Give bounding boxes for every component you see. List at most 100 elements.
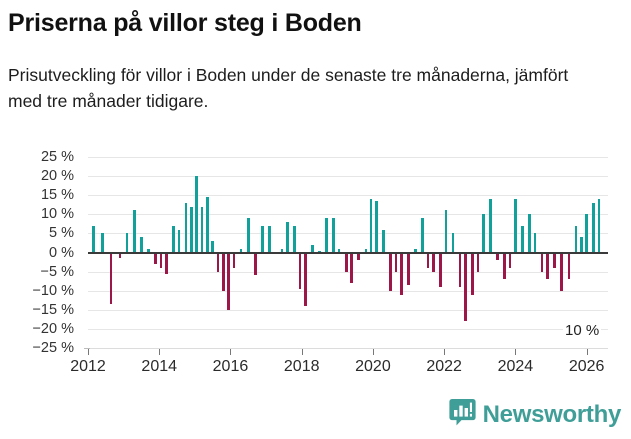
- bar: [286, 221, 289, 253]
- bar: [211, 241, 214, 253]
- x-axis-label: 2020: [355, 358, 391, 375]
- gridline: [88, 176, 608, 178]
- bar: [471, 252, 474, 295]
- bar: [592, 202, 596, 253]
- gridline: [88, 290, 608, 292]
- bar: [369, 199, 373, 253]
- bar: [444, 210, 448, 253]
- bar: [439, 252, 442, 287]
- bar: [482, 214, 485, 253]
- bar: [464, 252, 467, 322]
- bar: [200, 206, 204, 253]
- bar: [195, 176, 198, 253]
- bar: [389, 252, 393, 291]
- bar: [118, 252, 122, 259]
- bar: [206, 197, 209, 253]
- bar: [311, 244, 314, 253]
- x-axis-tick: [301, 349, 303, 355]
- bar: [400, 252, 403, 295]
- bar: [426, 252, 430, 268]
- bar: [597, 199, 601, 253]
- bar-chart-bubble-icon: [449, 398, 476, 431]
- bar: [254, 252, 257, 276]
- bar: [567, 252, 571, 280]
- bar: [528, 214, 531, 253]
- bar: [222, 252, 225, 291]
- bar: [414, 248, 417, 253]
- x-axis-tick: [444, 349, 446, 355]
- annotation-last-value: 10 %: [563, 322, 602, 339]
- bar: [350, 252, 353, 284]
- bar: [585, 214, 588, 253]
- bar: [268, 225, 271, 253]
- gridline: [88, 195, 608, 197]
- bar: [344, 252, 348, 272]
- y-axis-label: 0 %: [49, 244, 74, 261]
- bar: [533, 233, 537, 253]
- bar: [407, 252, 410, 285]
- bar: [521, 225, 524, 253]
- bar: [332, 218, 336, 253]
- bar: [508, 252, 512, 268]
- bar: [458, 252, 462, 287]
- bar: [337, 248, 341, 253]
- bar: [125, 233, 129, 253]
- y-axis-label: −15 %: [32, 301, 74, 318]
- gridline: [88, 328, 608, 330]
- x-axis-label: 2022: [426, 358, 462, 375]
- bar: [298, 252, 302, 289]
- x-axis-tick: [159, 349, 161, 355]
- bar: [109, 252, 113, 305]
- y-axis-label: −5 %: [40, 263, 74, 280]
- page-subtitle: Prisutveckling för villor i Boden under …: [8, 65, 569, 111]
- bar: [147, 248, 150, 253]
- bar: [165, 252, 168, 274]
- bar: [421, 218, 425, 253]
- x-axis-line: [88, 348, 608, 349]
- plot-area: [88, 157, 608, 349]
- bar: [159, 252, 163, 268]
- bar: [553, 252, 556, 268]
- y-axis-label: 20 %: [40, 168, 74, 185]
- bar: [489, 199, 492, 253]
- bar: [579, 237, 583, 253]
- x-axis-label: 2018: [283, 358, 320, 375]
- bar: [514, 199, 517, 253]
- bar: [246, 218, 250, 253]
- bar: [92, 225, 95, 253]
- bar: [133, 210, 136, 253]
- bar: [375, 200, 378, 253]
- gridline: [88, 233, 608, 235]
- bar: [184, 202, 188, 253]
- bar: [496, 252, 499, 261]
- bar: [293, 225, 296, 253]
- bar: [560, 252, 563, 291]
- bar: [364, 248, 368, 253]
- bar: [394, 252, 398, 272]
- bar: [280, 248, 284, 253]
- bar: [239, 248, 243, 253]
- bar: [216, 252, 220, 272]
- bar: [325, 218, 328, 253]
- y-axis-label: 5 %: [49, 225, 74, 242]
- chart-container: 10 % 25 % 20 % 15 % 10 % 5 % 0 % −5 % −10 % −15 …: [0, 140, 631, 400]
- bar: [357, 252, 360, 261]
- bar: [100, 233, 104, 253]
- x-axis-label: 2016: [212, 358, 249, 375]
- bar: [232, 252, 236, 268]
- x-axis-label: 2014: [141, 358, 178, 375]
- bar: [574, 225, 578, 253]
- x-axis-tick: [230, 349, 232, 355]
- bar: [227, 252, 230, 310]
- y-axis-label: −10 %: [32, 282, 74, 299]
- bar: [503, 252, 506, 280]
- y-axis-label: 10 %: [40, 206, 74, 223]
- bar: [177, 229, 181, 253]
- logo-text: Newsworthy: [482, 400, 622, 428]
- bar: [432, 252, 435, 272]
- y-axis-label: 15 %: [40, 187, 74, 204]
- gridline: [88, 214, 608, 216]
- gridline: [88, 309, 608, 311]
- bar: [382, 229, 385, 253]
- bar: [540, 252, 544, 272]
